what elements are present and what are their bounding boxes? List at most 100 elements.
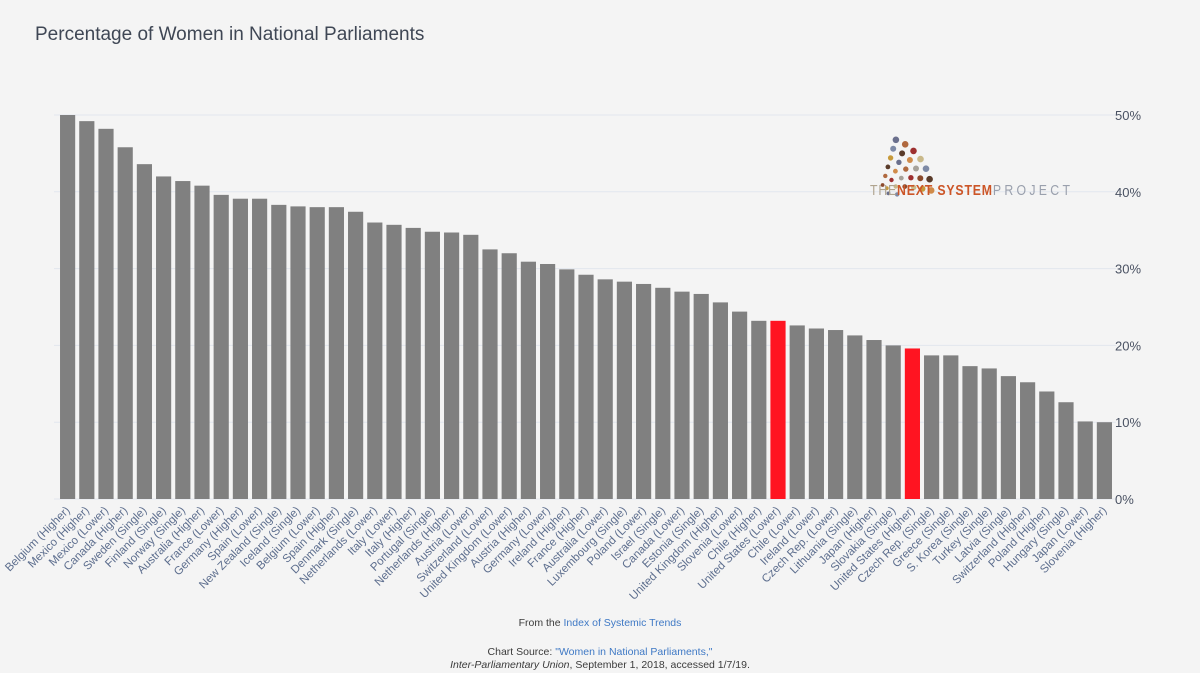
bars	[60, 115, 1112, 500]
logo-dot	[894, 192, 900, 197]
bar	[98, 128, 114, 499]
bar	[578, 274, 594, 499]
bar	[751, 320, 767, 499]
footer-source-index: From the Index of Systemic Trends	[518, 617, 682, 629]
bar	[962, 366, 978, 499]
logo-dot	[885, 164, 891, 170]
logo-text: THENEXT SYSTEMPROJECT	[870, 182, 1074, 199]
bar	[290, 206, 306, 499]
logo-dot	[880, 183, 885, 187]
logo-dot	[890, 145, 897, 152]
logo-dot	[893, 168, 898, 174]
bar	[405, 227, 421, 499]
bar	[770, 320, 786, 499]
bar	[636, 283, 652, 499]
index-link[interactable]: Index of Systemic Trends	[563, 617, 682, 629]
logo-dot	[922, 165, 930, 172]
logo-dot	[927, 187, 935, 194]
bar	[156, 176, 172, 499]
bar	[789, 325, 805, 499]
bar	[1096, 422, 1112, 499]
bar	[866, 340, 882, 499]
bar	[808, 328, 824, 499]
bar	[559, 269, 575, 499]
bar	[732, 311, 748, 499]
logo-dot	[917, 155, 924, 163]
y-tick-label: 30%	[1115, 262, 1141, 277]
bar	[1000, 376, 1016, 499]
y-tick-label: 0%	[1115, 492, 1134, 507]
y-tick-label: 20%	[1115, 338, 1141, 353]
bar	[309, 207, 325, 499]
bar	[1039, 391, 1055, 499]
logo-dot	[913, 165, 919, 172]
logo-dot	[901, 141, 909, 148]
y-tick-label: 50%	[1115, 108, 1141, 123]
y-tick-label: 40%	[1115, 185, 1141, 200]
y-tick-label: 10%	[1115, 415, 1141, 430]
bar	[904, 348, 920, 499]
chart-title: Percentage of Women in National Parliame…	[35, 24, 425, 45]
dot-burst-icon	[880, 136, 935, 197]
logo-dot	[919, 185, 926, 192]
logo-dot	[911, 184, 917, 191]
next-system-project-logo: THENEXT SYSTEMPROJECT	[828, 122, 1070, 208]
bar	[252, 198, 268, 499]
bar	[597, 279, 613, 499]
logo-dot	[886, 191, 891, 196]
bar	[674, 291, 690, 499]
source-link[interactable]: "Women in National Parliaments,"	[555, 646, 713, 658]
x-axis-labels: Belgium (Higher)Mexico (Higher)Mexico (L…	[3, 505, 1109, 603]
logo-dot	[896, 159, 902, 165]
logo-dot	[899, 150, 906, 157]
bar	[79, 121, 95, 499]
logo-dot	[892, 136, 900, 144]
bar	[1020, 382, 1036, 499]
bar	[271, 204, 287, 500]
logo-dot	[906, 157, 913, 163]
bar	[943, 355, 959, 499]
logo-dot	[893, 184, 898, 189]
bar	[540, 263, 556, 499]
bar	[520, 261, 536, 499]
footer-citation: Inter-Parliamentary Union, September 1, …	[450, 659, 750, 671]
bar	[693, 293, 709, 499]
bar	[136, 164, 152, 499]
bar	[444, 232, 460, 499]
bar	[981, 368, 997, 499]
bar	[482, 249, 498, 499]
logo-dot	[910, 147, 917, 155]
bar	[213, 194, 229, 499]
bar	[655, 287, 671, 499]
bar	[328, 207, 344, 499]
bar	[712, 302, 728, 499]
logo-dot	[903, 166, 909, 172]
bar	[117, 147, 133, 499]
bar	[175, 181, 191, 500]
bar	[616, 281, 632, 499]
logo-dot	[884, 186, 889, 191]
bar	[1058, 402, 1074, 499]
bar	[885, 345, 901, 499]
bar	[348, 211, 364, 499]
bar	[1077, 421, 1093, 499]
bar	[847, 335, 863, 499]
y-axis-ticks: 0% 10% 20% 30% 40% 50%	[1115, 108, 1141, 507]
bar	[194, 185, 210, 499]
logo-dot	[917, 175, 924, 182]
bar	[501, 253, 517, 499]
bar	[463, 234, 479, 499]
bar	[367, 222, 383, 499]
bar	[232, 198, 248, 499]
logo-dot	[926, 175, 933, 183]
logo-dot	[898, 175, 904, 181]
bar	[424, 231, 440, 500]
bar	[924, 355, 940, 499]
bar	[386, 224, 402, 499]
logo-dot	[908, 175, 914, 181]
logo-dot	[887, 155, 894, 161]
bar	[60, 115, 76, 499]
bar	[828, 330, 844, 499]
logo-dot	[889, 177, 894, 183]
